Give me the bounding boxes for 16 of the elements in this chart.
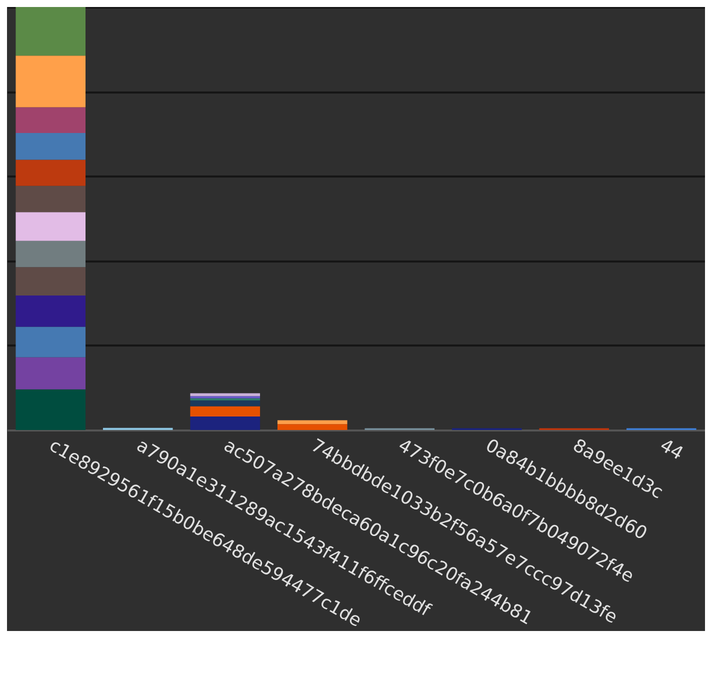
x-tick-label: 44 (656, 434, 687, 465)
bar (190, 416, 260, 430)
bar (16, 160, 86, 186)
bar (16, 7, 86, 56)
bar (16, 212, 86, 241)
bar (16, 107, 86, 134)
bar (16, 186, 86, 212)
bar (16, 389, 86, 430)
bar (16, 240, 86, 268)
bar (190, 400, 260, 406)
bar (16, 295, 86, 327)
bar (16, 133, 86, 160)
bar (277, 420, 348, 424)
bar (16, 357, 86, 390)
bar (190, 393, 260, 396)
bar (16, 56, 86, 108)
